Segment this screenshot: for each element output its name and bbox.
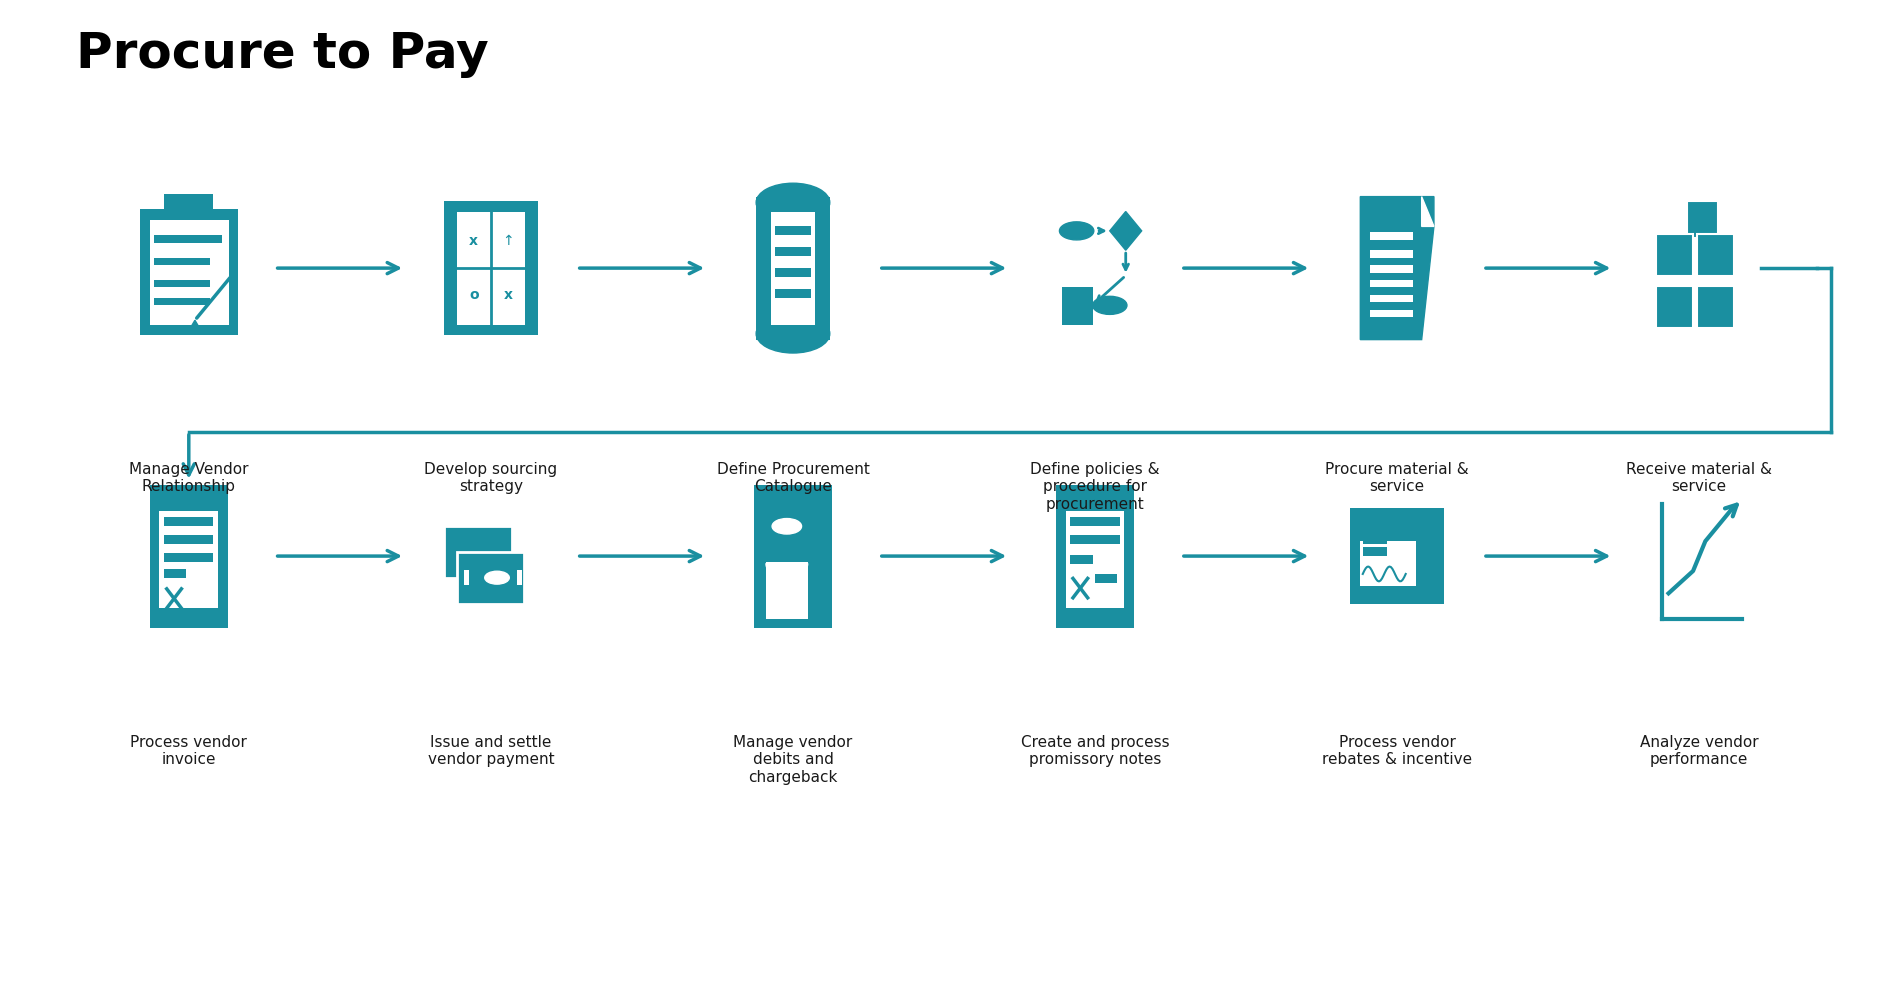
- FancyBboxPatch shape: [140, 209, 238, 336]
- FancyBboxPatch shape: [774, 268, 812, 277]
- Text: Process vendor
invoice: Process vendor invoice: [130, 735, 247, 768]
- FancyBboxPatch shape: [464, 570, 468, 585]
- Text: x: x: [504, 288, 512, 302]
- Text: Manage Vendor
Relationship: Manage Vendor Relationship: [128, 462, 249, 495]
- Circle shape: [1059, 221, 1093, 240]
- FancyBboxPatch shape: [774, 289, 812, 298]
- FancyBboxPatch shape: [818, 485, 833, 628]
- FancyBboxPatch shape: [444, 526, 512, 578]
- FancyBboxPatch shape: [1688, 201, 1718, 238]
- Text: Analyze vendor
performance: Analyze vendor performance: [1641, 735, 1758, 768]
- FancyBboxPatch shape: [1070, 517, 1120, 526]
- FancyBboxPatch shape: [755, 197, 829, 340]
- FancyBboxPatch shape: [774, 226, 812, 235]
- Text: Define Procurement
Catalogue: Define Procurement Catalogue: [717, 462, 868, 495]
- FancyBboxPatch shape: [149, 485, 228, 502]
- FancyBboxPatch shape: [164, 517, 213, 526]
- Circle shape: [755, 183, 829, 222]
- Text: Create and process
promissory notes: Create and process promissory notes: [1021, 735, 1169, 768]
- FancyBboxPatch shape: [1363, 535, 1388, 544]
- FancyBboxPatch shape: [1656, 234, 1694, 275]
- FancyBboxPatch shape: [164, 194, 213, 216]
- Text: Manage vendor
debits and
chargeback: Manage vendor debits and chargeback: [733, 735, 853, 784]
- FancyBboxPatch shape: [1371, 232, 1412, 239]
- FancyBboxPatch shape: [774, 247, 812, 256]
- FancyBboxPatch shape: [457, 552, 525, 604]
- FancyBboxPatch shape: [155, 235, 223, 242]
- FancyBboxPatch shape: [1697, 286, 1733, 328]
- FancyBboxPatch shape: [159, 511, 219, 608]
- Text: x: x: [470, 234, 478, 248]
- Circle shape: [755, 314, 829, 354]
- FancyBboxPatch shape: [155, 298, 210, 306]
- FancyBboxPatch shape: [149, 220, 228, 325]
- Text: o: o: [468, 288, 478, 302]
- FancyBboxPatch shape: [1371, 265, 1412, 272]
- FancyBboxPatch shape: [1055, 485, 1135, 502]
- FancyBboxPatch shape: [1095, 574, 1118, 583]
- FancyBboxPatch shape: [1350, 508, 1444, 604]
- Polygon shape: [1110, 212, 1142, 250]
- Text: Define policies &
procedure for
procurement: Define policies & procedure for procurem…: [1031, 462, 1159, 511]
- FancyBboxPatch shape: [164, 570, 187, 578]
- FancyBboxPatch shape: [164, 535, 213, 544]
- Text: Develop sourcing
strategy: Develop sourcing strategy: [425, 462, 557, 495]
- FancyBboxPatch shape: [164, 553, 213, 562]
- FancyBboxPatch shape: [1371, 280, 1412, 288]
- FancyBboxPatch shape: [1656, 286, 1694, 328]
- FancyBboxPatch shape: [767, 562, 808, 619]
- FancyBboxPatch shape: [1363, 547, 1388, 556]
- Text: Procure material &
service: Procure material & service: [1325, 462, 1469, 495]
- Text: Process vendor
rebates & incentive: Process vendor rebates & incentive: [1322, 735, 1473, 768]
- FancyBboxPatch shape: [444, 201, 538, 336]
- Polygon shape: [189, 321, 202, 331]
- FancyBboxPatch shape: [1070, 554, 1093, 564]
- Circle shape: [485, 571, 510, 584]
- FancyBboxPatch shape: [517, 570, 521, 585]
- FancyBboxPatch shape: [1420, 538, 1441, 586]
- FancyBboxPatch shape: [149, 485, 228, 628]
- FancyBboxPatch shape: [1371, 310, 1412, 318]
- Polygon shape: [1359, 197, 1435, 340]
- FancyBboxPatch shape: [1055, 485, 1135, 628]
- FancyBboxPatch shape: [1070, 535, 1120, 544]
- FancyBboxPatch shape: [1065, 511, 1125, 608]
- Circle shape: [1093, 296, 1127, 315]
- Text: Procure to Pay: Procure to Pay: [76, 30, 489, 77]
- FancyBboxPatch shape: [1371, 250, 1412, 257]
- Text: Receive material &
service: Receive material & service: [1626, 462, 1773, 495]
- FancyBboxPatch shape: [155, 280, 210, 288]
- Text: Issue and settle
vendor payment: Issue and settle vendor payment: [427, 735, 555, 768]
- FancyBboxPatch shape: [770, 212, 816, 325]
- FancyBboxPatch shape: [1371, 295, 1412, 302]
- Polygon shape: [1422, 197, 1435, 226]
- FancyBboxPatch shape: [155, 258, 210, 265]
- FancyBboxPatch shape: [1359, 541, 1416, 586]
- FancyBboxPatch shape: [753, 485, 833, 628]
- FancyBboxPatch shape: [457, 212, 525, 325]
- Text: ↑: ↑: [502, 234, 514, 248]
- FancyBboxPatch shape: [1697, 234, 1733, 275]
- FancyBboxPatch shape: [1061, 288, 1093, 325]
- Circle shape: [772, 518, 802, 534]
- Polygon shape: [767, 564, 808, 578]
